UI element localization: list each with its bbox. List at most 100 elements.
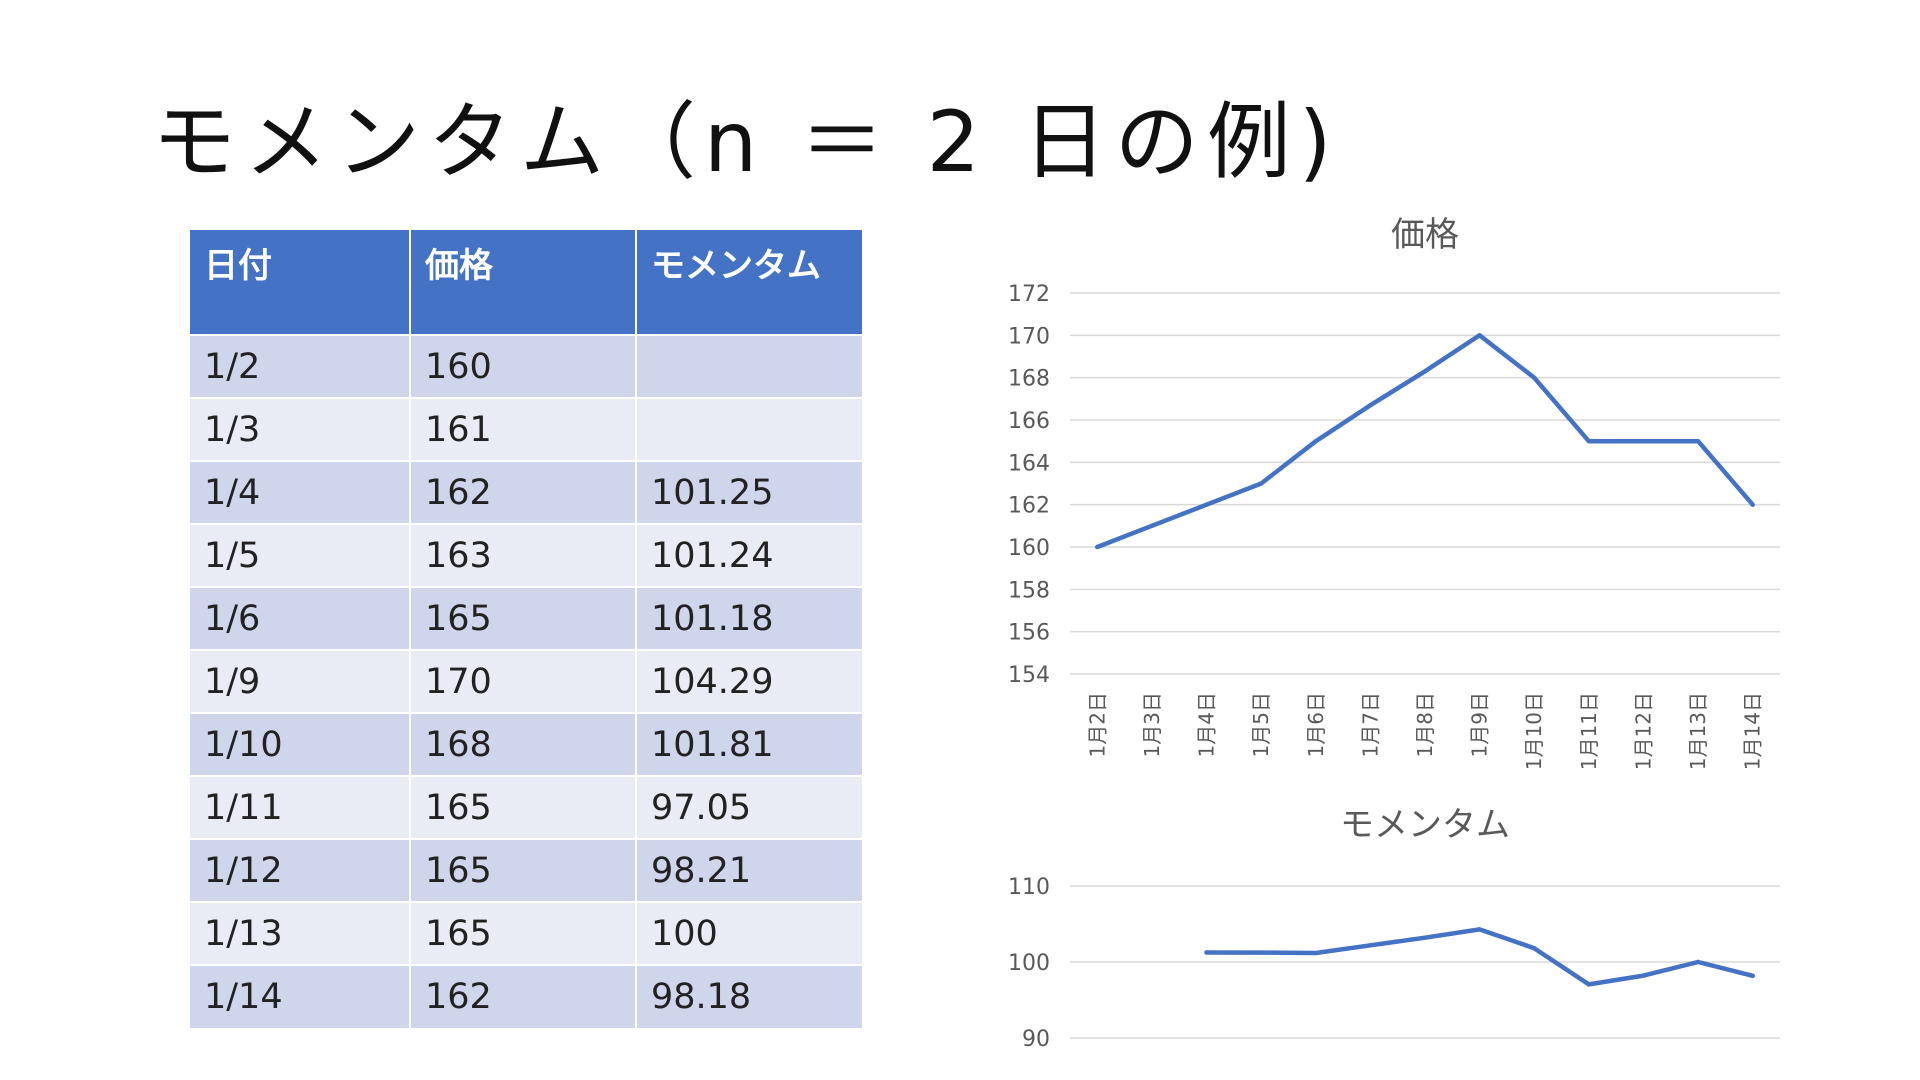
- table-row: 1/12 165 98.21: [190, 838, 862, 902]
- table-row: 1/2 160: [190, 334, 862, 398]
- cell-price: 168: [410, 712, 637, 776]
- cell-date: 1/11: [190, 775, 411, 839]
- y-tick-label: 110: [1008, 875, 1050, 900]
- cell-price: 165: [410, 586, 637, 650]
- cell-price: 165: [410, 838, 637, 902]
- cell-date: 1/10: [190, 712, 411, 776]
- y-tick-label: 158: [1008, 578, 1050, 603]
- data-point: [1313, 950, 1318, 956]
- data-point: [1532, 375, 1537, 380]
- cell-date: 1/6: [190, 586, 411, 650]
- data-point: [1422, 935, 1428, 940]
- cell-momentum: 101.24: [636, 523, 862, 587]
- cell-date: 1/9: [190, 649, 411, 713]
- table-row: 1/9 170 104.29: [190, 649, 862, 713]
- cell-price: 162: [410, 964, 637, 1028]
- data-point: [1641, 438, 1646, 444]
- chart-title: 価格: [1391, 215, 1459, 255]
- data-point: [1695, 959, 1701, 965]
- y-tick-label: 154: [1008, 663, 1050, 688]
- data-point: [1313, 438, 1318, 444]
- data-point: [1586, 438, 1592, 444]
- slide-title: モメンタム（n ＝ 2 日の例): [152, 93, 1340, 191]
- y-tick-label: 170: [1008, 324, 1050, 349]
- header-price: 価格: [410, 230, 637, 335]
- x-tick-label: 1月4日: [1195, 692, 1219, 757]
- data-point: [1095, 544, 1100, 550]
- x-tick-label: 1月5日: [1249, 692, 1273, 757]
- cell-momentum: 101.81: [636, 712, 862, 776]
- data-point: [1204, 950, 1209, 955]
- y-tick-label: 168: [1008, 367, 1050, 392]
- cell-price: 170: [410, 649, 637, 713]
- cell-price: 160: [410, 334, 637, 398]
- cell-price: 163: [410, 523, 637, 587]
- chart-0: 価格 154 156 158 160 162 164 166 168 170 172 1月2日 1月3日…: [1008, 215, 1780, 770]
- x-tick-label: 1月2日: [1085, 692, 1109, 757]
- y-tick-label: 166: [1008, 409, 1050, 434]
- data-point: [1532, 946, 1537, 951]
- cell-momentum: 104.29: [636, 649, 862, 713]
- cell-price: 161: [410, 397, 637, 461]
- data-point: [1368, 402, 1373, 408]
- cell-momentum: 101.18: [636, 586, 862, 650]
- x-tick-label: 1月11日: [1577, 692, 1601, 770]
- x-tick-label: 1月7日: [1358, 692, 1382, 757]
- y-tick-label: 100: [1008, 951, 1050, 976]
- x-tick-label: 1月6日: [1304, 692, 1328, 757]
- data-point: [1258, 481, 1264, 486]
- y-tick-label: 164: [1008, 451, 1050, 476]
- cell-price: 162: [410, 460, 637, 524]
- data-point: [1695, 438, 1701, 444]
- data-point: [1422, 369, 1428, 374]
- x-tick-label: 1月14日: [1741, 692, 1765, 770]
- cell-momentum: 100: [636, 901, 862, 965]
- series-line: [1095, 333, 1755, 550]
- data-point: [1750, 973, 1755, 979]
- series-line: [1204, 927, 1755, 987]
- cell-momentum: 97.05: [636, 775, 862, 839]
- data-point: [1586, 982, 1592, 987]
- header-momentum: モメンタム: [636, 230, 862, 335]
- y-tick-label: 90: [1022, 1027, 1050, 1052]
- cell-momentum: 101.25: [636, 460, 862, 524]
- x-tick-label: 1月13日: [1686, 692, 1710, 770]
- chart-title: モメンタム: [1340, 805, 1510, 845]
- data-point: [1750, 502, 1755, 507]
- y-tick-label: 156: [1008, 621, 1050, 646]
- cell-date: 1/3: [190, 397, 411, 461]
- table-row: 1/3 161: [190, 397, 862, 461]
- chart-1: モメンタム 90 100 110: [1008, 805, 1780, 1052]
- data-point: [1477, 927, 1482, 932]
- data-point: [1204, 502, 1209, 507]
- table-row: 1/11 165 97.05: [190, 775, 862, 839]
- data-point: [1641, 973, 1646, 978]
- cell-date: 1/12: [190, 838, 411, 902]
- x-tick-label: 1月12日: [1631, 692, 1655, 770]
- cell-date: 1/2: [190, 334, 411, 398]
- cell-price: 165: [410, 901, 637, 965]
- cell-momentum: [636, 334, 862, 398]
- y-tick-label: 172: [1008, 282, 1050, 307]
- cell-momentum: [636, 397, 862, 461]
- cell-date: 1/14: [190, 964, 411, 1028]
- y-tick-label: 160: [1008, 536, 1050, 561]
- x-tick-label: 1月9日: [1468, 692, 1492, 757]
- cell-date: 1/4: [190, 460, 411, 524]
- table-row: 1/14 162 98.18: [190, 964, 862, 1028]
- table-row: 1/5 163 101.24: [190, 523, 862, 587]
- data-point: [1477, 333, 1482, 338]
- table-header-row: 日付 価格 モメンタム: [190, 230, 862, 335]
- table-row: 1/6 165 101.18: [190, 586, 862, 650]
- x-tick-label: 1月8日: [1413, 692, 1437, 757]
- data-point: [1149, 523, 1155, 529]
- table-row: 1/13 165 100: [190, 901, 862, 965]
- data-point: [1258, 950, 1264, 955]
- table-row: 1/10 168 101.81: [190, 712, 862, 776]
- data-table: 日付 価格 モメンタム 1/2 160 1/3 161 1/4 162 101.…: [190, 230, 862, 1028]
- x-tick-label: 1月3日: [1140, 692, 1164, 757]
- table-row: 1/4 162 101.25: [190, 460, 862, 524]
- header-date: 日付: [190, 230, 411, 335]
- y-tick-label: 162: [1008, 494, 1050, 519]
